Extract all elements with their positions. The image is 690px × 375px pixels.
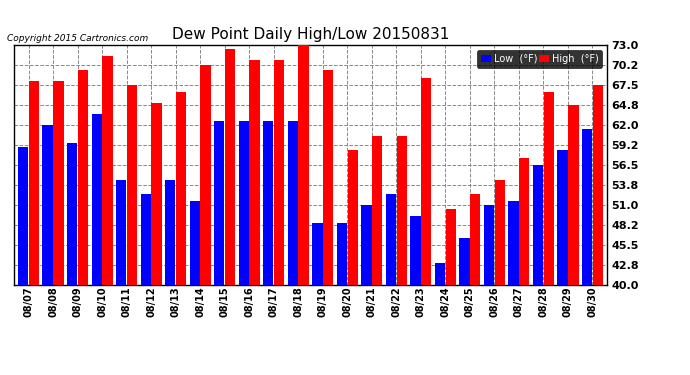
Bar bbox=[386, 194, 396, 285]
Legend: Low  (°F), High  (°F): Low (°F), High (°F) bbox=[477, 50, 602, 68]
Bar bbox=[225, 49, 235, 285]
Bar bbox=[288, 122, 298, 285]
Bar bbox=[582, 129, 592, 285]
Bar bbox=[495, 180, 505, 285]
Bar bbox=[411, 216, 421, 285]
Bar bbox=[299, 45, 309, 285]
Bar bbox=[421, 78, 431, 285]
Bar bbox=[127, 85, 137, 285]
Bar bbox=[397, 136, 407, 285]
Bar bbox=[323, 70, 333, 285]
Bar bbox=[533, 165, 543, 285]
Bar bbox=[190, 201, 200, 285]
Bar bbox=[200, 65, 210, 285]
Bar bbox=[519, 158, 529, 285]
Bar bbox=[312, 223, 322, 285]
Bar bbox=[116, 180, 126, 285]
Bar bbox=[568, 105, 578, 285]
Text: Copyright 2015 Cartronics.com: Copyright 2015 Cartronics.com bbox=[7, 34, 148, 43]
Bar bbox=[558, 150, 568, 285]
Bar bbox=[470, 194, 480, 285]
Bar bbox=[239, 122, 249, 285]
Bar bbox=[274, 60, 284, 285]
Bar bbox=[263, 122, 273, 285]
Bar bbox=[250, 60, 259, 285]
Bar bbox=[509, 201, 519, 285]
Bar bbox=[460, 238, 470, 285]
Bar bbox=[151, 103, 161, 285]
Bar bbox=[102, 56, 112, 285]
Bar bbox=[362, 205, 371, 285]
Bar bbox=[593, 85, 603, 285]
Bar bbox=[435, 263, 445, 285]
Bar bbox=[337, 223, 347, 285]
Bar bbox=[372, 136, 382, 285]
Bar bbox=[165, 180, 175, 285]
Bar bbox=[29, 81, 39, 285]
Bar bbox=[214, 122, 224, 285]
Bar bbox=[78, 70, 88, 285]
Bar bbox=[348, 150, 358, 285]
Bar bbox=[43, 125, 53, 285]
Bar bbox=[544, 92, 554, 285]
Bar bbox=[141, 194, 151, 285]
Bar bbox=[92, 114, 102, 285]
Title: Dew Point Daily High/Low 20150831: Dew Point Daily High/Low 20150831 bbox=[172, 27, 449, 42]
Bar bbox=[18, 147, 28, 285]
Bar bbox=[176, 92, 186, 285]
Bar bbox=[484, 205, 494, 285]
Bar bbox=[446, 209, 456, 285]
Bar bbox=[67, 143, 77, 285]
Bar bbox=[53, 81, 63, 285]
